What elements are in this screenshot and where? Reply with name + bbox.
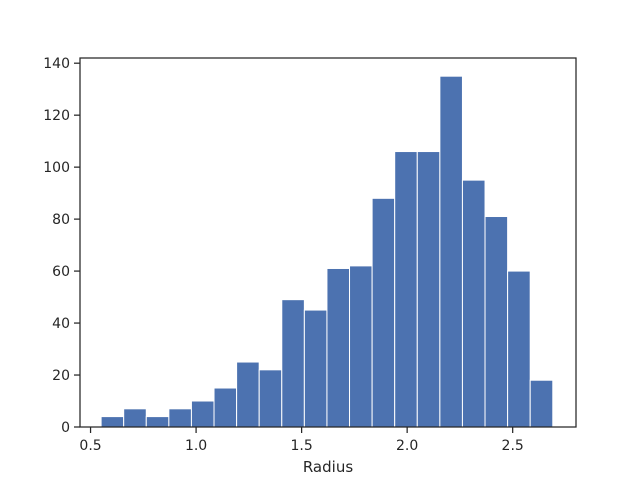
histogram-bar	[236, 361, 260, 428]
x-axis-ticks: 0.5 1.0 1.5 2.0 2.5	[79, 427, 524, 454]
x-axis-label: Radius	[303, 458, 353, 476]
y-tick-label: 140	[43, 56, 70, 72]
x-tick-label: 2.0	[396, 438, 418, 454]
histogram-bar	[123, 408, 147, 428]
histogram-bar	[507, 270, 531, 428]
histogram-bar	[349, 265, 373, 428]
histogram-bar	[145, 416, 170, 428]
y-tick-label: 40	[52, 316, 70, 332]
x-tick-label: 2.5	[502, 438, 524, 454]
histogram-bar	[213, 387, 238, 428]
y-tick-label: 120	[43, 108, 70, 124]
y-tick-label: 20	[52, 368, 70, 384]
bars-group	[100, 75, 554, 428]
histogram-bar	[100, 416, 125, 428]
x-tick-label: 1.0	[185, 438, 207, 454]
x-tick-label: 1.5	[290, 438, 312, 454]
plot-frame	[79, 57, 577, 428]
y-tick-label: 0	[61, 420, 70, 436]
histogram-bar	[303, 309, 328, 428]
histogram-bar	[461, 179, 486, 428]
histogram-bar	[484, 216, 509, 428]
histogram-bar	[168, 408, 192, 428]
histogram-bar	[281, 299, 305, 428]
x-tick-label: 0.5	[79, 438, 101, 454]
histogram-bar	[529, 379, 554, 428]
y-tick-label: 80	[52, 212, 70, 228]
histogram-bar	[439, 75, 463, 428]
histogram-bar	[258, 369, 283, 428]
histogram-bar	[371, 197, 396, 428]
histogram-bar	[326, 267, 351, 428]
y-tick-label: 100	[43, 160, 70, 176]
histogram-bar	[394, 151, 418, 428]
histogram-bar	[190, 400, 215, 428]
y-axis-ticks: 0 20 40 60 80 100 120 140	[43, 56, 80, 436]
histogram-bar	[416, 151, 441, 428]
y-tick-label: 60	[52, 264, 70, 280]
